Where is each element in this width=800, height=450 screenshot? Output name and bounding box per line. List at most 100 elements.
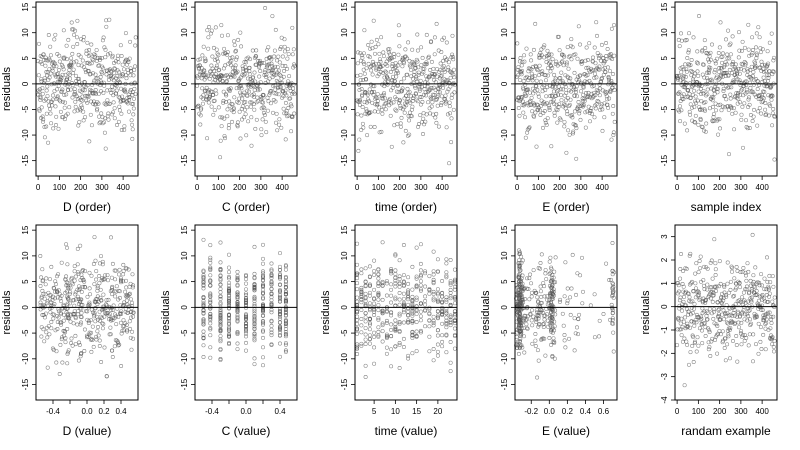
data-point xyxy=(112,71,117,75)
data-point xyxy=(702,38,707,43)
data-point xyxy=(258,69,263,73)
data-point xyxy=(520,320,525,325)
data-point xyxy=(443,99,448,104)
data-point xyxy=(536,107,541,112)
data-point xyxy=(66,87,71,92)
data-point xyxy=(62,333,66,338)
data-point xyxy=(587,41,592,46)
data-point xyxy=(81,35,86,39)
data-point xyxy=(522,101,527,106)
data-point xyxy=(422,122,427,127)
data-point xyxy=(575,325,579,330)
data-point xyxy=(429,104,434,109)
data-point xyxy=(104,18,109,23)
data-point xyxy=(435,328,440,333)
data-point xyxy=(221,100,226,105)
data-point xyxy=(102,45,107,50)
data-point xyxy=(414,274,419,279)
data-point xyxy=(730,80,735,85)
data-point xyxy=(269,342,274,347)
data-point xyxy=(367,264,372,269)
data-point xyxy=(604,54,609,58)
data-point xyxy=(87,139,92,144)
data-point xyxy=(382,91,387,96)
data-point xyxy=(442,35,446,40)
data-point xyxy=(372,307,377,312)
data-point xyxy=(769,314,774,319)
data-point xyxy=(280,54,285,59)
data-point xyxy=(122,300,127,305)
data-point xyxy=(717,259,722,264)
data-point xyxy=(410,47,415,52)
data-point xyxy=(376,284,381,288)
data-point xyxy=(767,310,772,315)
data-point xyxy=(61,28,66,33)
data-point xyxy=(269,267,274,272)
data-point xyxy=(82,88,87,93)
data-point xyxy=(406,318,411,323)
data-point xyxy=(448,258,453,262)
data-point xyxy=(101,35,106,40)
data-point xyxy=(450,54,455,59)
data-point xyxy=(545,48,550,53)
data-point xyxy=(753,293,758,298)
data-point xyxy=(53,282,58,287)
data-point xyxy=(63,277,68,282)
x-tick-label: 0.4 xyxy=(580,407,592,416)
data-point xyxy=(406,281,411,286)
data-point xyxy=(680,339,685,344)
data-point xyxy=(524,306,529,311)
data-point xyxy=(110,348,115,353)
data-point xyxy=(239,92,244,97)
data-point xyxy=(741,84,746,89)
data-point xyxy=(440,300,445,305)
data-point xyxy=(257,87,262,92)
data-point xyxy=(218,321,223,326)
data-point xyxy=(227,315,231,320)
y-tick-label: 5 xyxy=(660,56,669,61)
data-point xyxy=(218,311,223,315)
data-point xyxy=(210,54,215,59)
data-point xyxy=(278,290,282,295)
data-point xyxy=(90,338,95,342)
data-point xyxy=(358,98,363,102)
data-point xyxy=(408,64,413,69)
data-point xyxy=(250,75,255,80)
data-point xyxy=(269,282,274,287)
data-point xyxy=(283,297,288,302)
data-point xyxy=(42,135,47,140)
x-tick-label: 100 xyxy=(372,183,386,192)
data-point xyxy=(214,91,219,96)
data-point xyxy=(576,332,580,337)
data-point xyxy=(227,322,231,327)
data-point xyxy=(121,318,126,323)
y-tick-label: -15 xyxy=(340,154,349,166)
data-point xyxy=(375,101,380,106)
data-point xyxy=(679,327,684,332)
data-point xyxy=(722,346,727,350)
data-point xyxy=(235,69,240,74)
data-point xyxy=(88,337,93,342)
data-point xyxy=(111,100,116,105)
data-point xyxy=(208,278,213,283)
data-point xyxy=(410,351,415,356)
data-point xyxy=(227,297,231,302)
data-point xyxy=(431,272,436,277)
data-point xyxy=(517,301,522,306)
data-point xyxy=(83,269,88,274)
data-point xyxy=(363,315,368,320)
data-point xyxy=(687,253,692,258)
data-point xyxy=(539,252,544,257)
data-point xyxy=(218,276,223,281)
data-point xyxy=(751,48,755,52)
data-point xyxy=(683,82,688,87)
data-point xyxy=(244,314,248,319)
data-point xyxy=(769,84,774,89)
data-point xyxy=(247,65,252,70)
data-point xyxy=(558,117,563,122)
data-point xyxy=(86,95,91,99)
data-point xyxy=(65,311,70,316)
data-point xyxy=(687,91,692,96)
data-point xyxy=(406,290,411,295)
